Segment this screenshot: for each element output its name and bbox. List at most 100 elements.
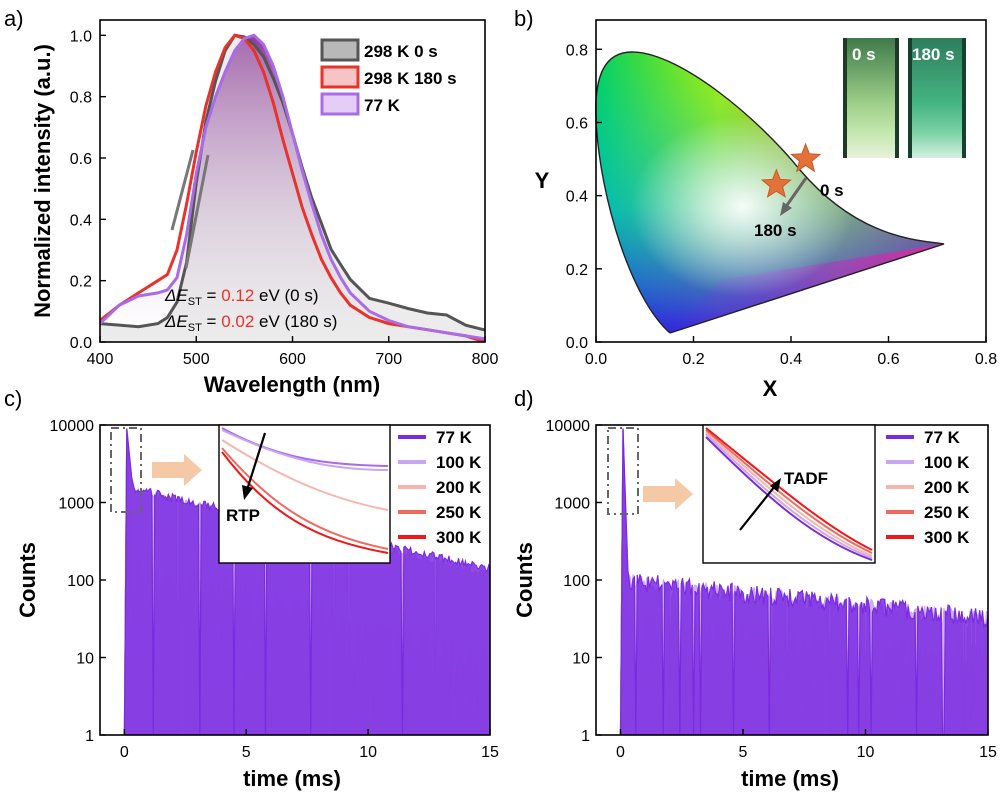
annotation-subscript: ST xyxy=(188,322,202,334)
legend-label: 250 K xyxy=(436,503,482,522)
x-tick-label: 0 xyxy=(120,744,129,761)
onset-tangent-line xyxy=(170,149,195,231)
inset-tadf: TADF xyxy=(702,424,876,564)
y-tick-label: 0.8 xyxy=(566,42,588,59)
zoom-region-box xyxy=(110,427,142,513)
legend-label: 100 K xyxy=(924,453,970,472)
x-tick-label: 5 xyxy=(242,744,251,761)
x-axis-label: time (ms) xyxy=(741,766,839,791)
zoom-arrow-icon xyxy=(152,454,202,486)
x-tick-label: 0.0 xyxy=(585,351,607,368)
zoom-arrow-icon xyxy=(643,478,693,510)
series-line xyxy=(100,33,485,341)
y-tick-label: 100 xyxy=(563,573,590,590)
y-tick-label: 10 xyxy=(76,651,94,668)
emission-grey-band xyxy=(100,35,485,342)
annotation-equals: = xyxy=(202,286,221,305)
y-tick-label: 0.0 xyxy=(70,335,92,352)
x-tick-label: 500 xyxy=(183,351,210,368)
x-tick-label: 0 xyxy=(616,744,625,761)
legend-label: 250 K xyxy=(924,503,970,522)
x-axis-label: X xyxy=(763,376,778,401)
x-tick-label: 700 xyxy=(375,351,402,368)
inset-photo-0s: 0 s xyxy=(843,38,899,158)
legend-label: 298 K 180 s xyxy=(364,69,457,88)
legend-item: 77 K xyxy=(886,428,961,447)
annotation-suffix: eV (180 s) xyxy=(254,312,337,331)
legend-label: 298 K 0 s xyxy=(364,42,438,61)
x-tick-label: 0.8 xyxy=(975,351,997,368)
point-label-180s: 180 s xyxy=(754,221,797,240)
y-tick-label: 0.4 xyxy=(70,212,92,229)
legend-item: 100 K xyxy=(886,453,970,472)
y-tick-label: 0.2 xyxy=(566,262,588,279)
annotation-value: 0.02 xyxy=(221,312,254,331)
y-tick-label: 10000 xyxy=(546,418,591,435)
y-axis-label: Counts xyxy=(15,542,40,618)
point-label-0s: 0 s xyxy=(820,181,844,200)
x-tick-label: 600 xyxy=(279,351,306,368)
legend-item: 300 K xyxy=(398,528,482,547)
inset-photo-label: 0 s xyxy=(852,45,876,64)
legend-label: 100 K xyxy=(436,453,482,472)
annotation-prefix: ΔE xyxy=(164,312,188,331)
annotation-subscript: ST xyxy=(188,296,202,308)
y-tick-label: 1 xyxy=(581,728,590,745)
y-tick-label: 0.6 xyxy=(70,151,92,168)
legend-item: 77 K xyxy=(398,428,473,447)
legend-item: 77 K xyxy=(320,92,401,116)
x-tick-label: 0.2 xyxy=(682,351,704,368)
zoom-region-box xyxy=(607,427,639,515)
arrow-head-icon xyxy=(242,485,253,500)
x-tick-label: 5 xyxy=(739,744,748,761)
cie-point-star xyxy=(790,142,822,173)
panel-d-label: d) xyxy=(514,386,534,411)
y-tick-label: 1.0 xyxy=(70,28,92,45)
annotation-value: 0.12 xyxy=(221,286,254,305)
x-tick-label: 800 xyxy=(472,351,499,368)
inset-photo-180s: 180 s xyxy=(908,38,966,158)
x-axis-label: time (ms) xyxy=(243,766,341,791)
legend-item: 300 K xyxy=(886,528,970,547)
y-tick-label: 1000 xyxy=(554,496,590,513)
y-tick-label: 100 xyxy=(67,573,94,590)
delta-est-annotation: ΔEST = 0.02 eV (180 s) xyxy=(164,312,337,334)
y-tick-label: 10 xyxy=(572,651,590,668)
x-tick-label: 10 xyxy=(359,744,377,761)
x-tick-label: 0.4 xyxy=(780,351,802,368)
panel-b-label: b) xyxy=(514,6,534,31)
annotation-suffix: eV (0 s) xyxy=(254,286,318,305)
x-tick-label: 15 xyxy=(481,744,499,761)
legend-item: 200 K xyxy=(886,478,970,497)
cie-point-star xyxy=(760,168,792,198)
legend-label: 77 K xyxy=(364,96,401,115)
legend-item: 298 K 0 s xyxy=(320,38,438,62)
legend-item: 100 K xyxy=(398,453,482,472)
y-axis-label: Y xyxy=(535,168,550,193)
legend-label: 77 K xyxy=(436,428,473,447)
y-tick-label: 0.8 xyxy=(70,90,92,107)
panel-d: TADF 77 K 100 K 200 K 250 K 300 K 0 5 10 15 1 10 1… xyxy=(512,418,997,791)
decay-series xyxy=(123,428,490,735)
x-tick-label: 0.6 xyxy=(877,351,899,368)
decay-series xyxy=(619,428,988,735)
legend-item: 250 K xyxy=(886,503,970,522)
y-tick-label: 0.0 xyxy=(566,335,588,352)
legend-label: 200 K xyxy=(436,478,482,497)
y-axis-label: Counts xyxy=(512,542,537,618)
panel-b: 0.0 0.2 0.4 0.6 0.8 0.0 0.2 0.4 0.6 0.8 0 s 180 s… xyxy=(535,19,997,401)
y-axis-label: Normalized intensity (a.u.) xyxy=(30,44,55,318)
panel-c-label: c) xyxy=(4,386,22,411)
y-tick-label: 0.2 xyxy=(70,274,92,291)
emission-shaded-area xyxy=(100,35,485,342)
panel-a-label: a) xyxy=(4,6,24,31)
x-axis-label: Wavelength (nm) xyxy=(204,372,380,397)
delta-est-annotation: ΔEST = 0.12 eV (0 s) xyxy=(164,286,319,308)
y-tick-label: 1 xyxy=(85,728,94,745)
y-tick-label: 1000 xyxy=(58,496,94,513)
x-tick-label: 10 xyxy=(857,744,875,761)
inset-photo-label: 180 s xyxy=(912,45,955,64)
x-tick-label: 400 xyxy=(87,351,114,368)
inset-label: TADF xyxy=(784,469,828,488)
